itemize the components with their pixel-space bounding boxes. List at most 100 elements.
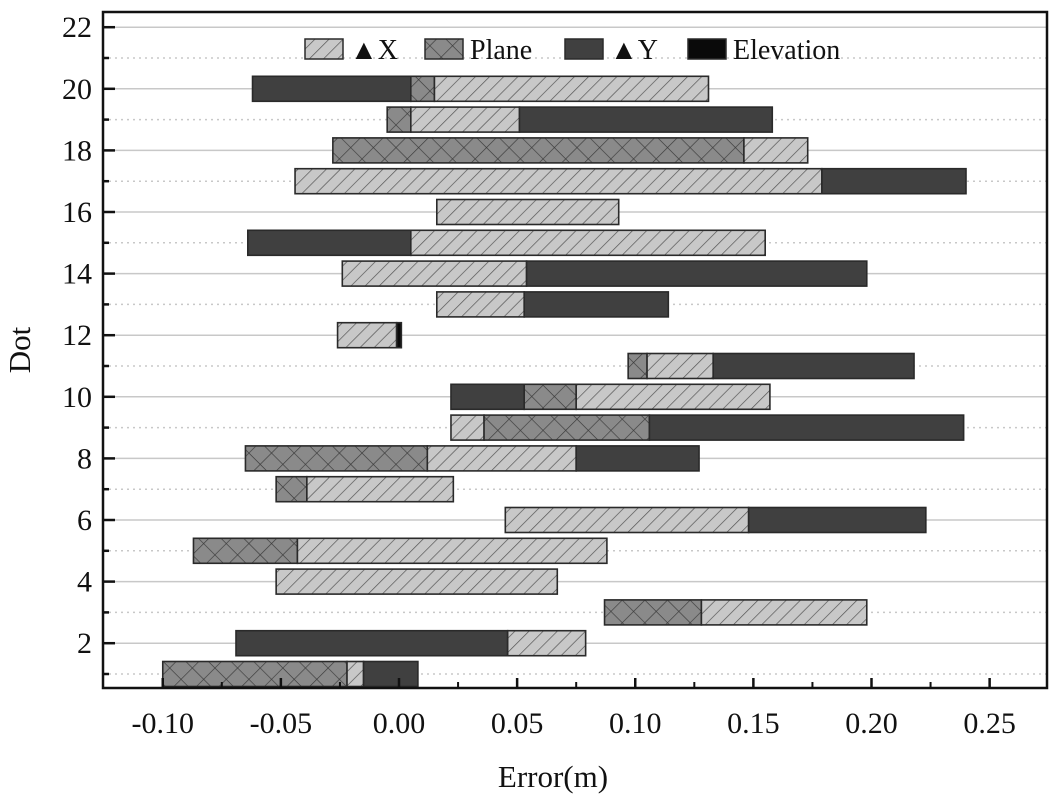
axis-ticks	[103, 25, 991, 688]
y-tick-label: 14	[62, 258, 92, 291]
bar-row-dot-20	[251, 75, 710, 103]
x-axis-tick-labels: -0.10 -0.05 0.00 0.05 0.10 0.15 0.20 0.25	[132, 707, 1016, 740]
bar-segment-dY	[247, 229, 412, 257]
legend-item-dY: ▲Y	[564, 35, 658, 66]
bar-segment-plane	[523, 383, 577, 411]
bar-segment-dY	[821, 167, 967, 195]
bar-segment-plane	[410, 75, 436, 103]
y-tick-label: 20	[62, 73, 92, 106]
y-axis-title: Dot	[2, 326, 37, 373]
legend-label: Plane	[470, 35, 532, 66]
x-tick-label: 0.05	[491, 707, 544, 740]
x-tick-label: -0.05	[250, 707, 313, 740]
bar-row-dot-18	[332, 137, 809, 164]
bar-segment-plane	[332, 137, 745, 164]
bar-segment-dY	[747, 506, 927, 534]
x-tick-label: -0.10	[132, 707, 195, 740]
bar-segment-dX	[743, 137, 809, 164]
bar-segment-dX	[341, 260, 528, 287]
bars	[161, 75, 967, 688]
bar-row-dot-12	[336, 321, 403, 349]
bar-segment-dX	[410, 229, 766, 257]
bar-row-dot-4	[275, 568, 559, 595]
bar-segment-dX	[294, 167, 823, 195]
bar-segment-dX	[426, 445, 577, 472]
bar-segment-dX	[435, 198, 620, 226]
y-tick-label: 18	[62, 134, 92, 167]
bar-segment-dY	[362, 660, 419, 688]
bar-segment-dX	[433, 75, 710, 103]
bar-segment-plane	[192, 537, 299, 565]
bar-segment-dX	[306, 475, 455, 503]
bar-row-dot-14	[341, 260, 868, 287]
bar-segment-dY	[251, 75, 412, 103]
bar-segment-dY	[235, 629, 509, 657]
bar-segment-plane	[627, 352, 648, 380]
bar-segment-dY	[525, 260, 868, 287]
bar-segment-dX	[275, 568, 559, 595]
bar-segment-elev	[395, 321, 403, 349]
bar-segment-plane	[275, 475, 308, 503]
bar-segment-plane	[244, 445, 429, 472]
bar-segment-dX	[346, 660, 365, 688]
bar-row-dot-8	[244, 445, 700, 472]
bar-segment-plane	[161, 660, 348, 688]
bar-row-dot-10	[450, 383, 771, 411]
y-tick-label: 8	[77, 442, 92, 475]
bar-segment-dX	[506, 629, 587, 657]
bar-row-dot-3	[603, 599, 868, 626]
y-tick-label: 10	[62, 381, 92, 414]
bar-segment-dX	[435, 291, 526, 318]
legend-label: Elevation	[733, 35, 840, 66]
bar-segment-dX	[504, 506, 750, 534]
bar-segment-dY	[712, 352, 915, 380]
bar-segment-dY	[450, 383, 526, 411]
legend-swatch	[687, 38, 727, 60]
legend-label: ▲Y	[610, 35, 658, 66]
bar-row-dot-7	[275, 475, 455, 503]
x-tick-label: 0.15	[727, 707, 780, 740]
legend-item-dX: ▲X	[304, 35, 398, 66]
y-tick-label: 12	[62, 319, 92, 352]
bar-segment-plane	[603, 599, 703, 626]
x-tick-label: 0.25	[963, 707, 1016, 740]
bar-segment-dX	[646, 352, 715, 380]
bar-row-dot-2	[235, 629, 587, 657]
bar-row-dot-16	[435, 198, 620, 226]
y-tick-label: 4	[77, 566, 92, 599]
bar-segment-dX	[575, 383, 771, 411]
legend-swatch	[564, 38, 604, 60]
bar-row-dot-15	[247, 229, 766, 257]
x-axis-title: Error(m)	[498, 759, 608, 794]
bar-row-dot-11	[627, 352, 915, 380]
x-tick-label: 0.20	[845, 707, 898, 740]
legend: ▲X Plane ▲Y Elevation	[304, 35, 840, 66]
bar-segment-plane	[483, 414, 651, 441]
bar-row-dot-9	[450, 414, 965, 441]
bar-segment-plane	[386, 106, 412, 133]
x-tick-label: 0.10	[609, 707, 662, 740]
bar-row-dot-13	[435, 291, 670, 318]
bar-row-dot-6	[504, 506, 927, 534]
y-tick-label: 16	[62, 196, 92, 229]
bar-segment-dX	[296, 537, 608, 565]
legend-swatch	[424, 38, 464, 60]
y-axis-tick-labels: 2 4 6 8 10 12 14 16 18 20 22	[62, 11, 92, 660]
y-tick-label: 6	[77, 504, 92, 537]
y-tick-label: 2	[77, 627, 92, 660]
bar-row-dot-19	[386, 106, 774, 133]
legend-item-plane: Plane	[424, 35, 532, 66]
bar-segment-dX	[410, 106, 521, 133]
bar-segment-dY	[523, 291, 670, 318]
bar-segment-dX	[450, 414, 485, 441]
legend-swatch	[304, 38, 344, 60]
legend-label: ▲X	[350, 35, 398, 66]
legend-item-elev: Elevation	[687, 35, 840, 66]
y-tick-label: 22	[62, 11, 92, 44]
bar-segment-dX	[700, 599, 868, 626]
plot-frame	[101, 10, 1049, 690]
bar-segment-dY	[518, 106, 774, 133]
bar-segment-dY	[575, 445, 700, 472]
bar-row-dot-17	[294, 167, 967, 195]
bar-row-dot-1	[161, 660, 419, 688]
